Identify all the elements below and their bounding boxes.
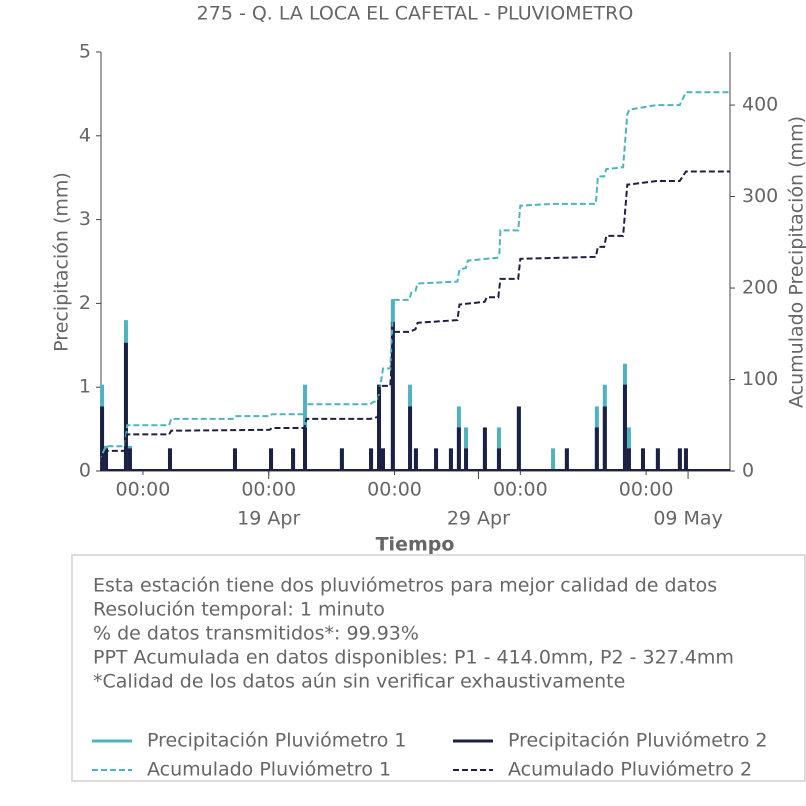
- x-tick-label: 00:00: [367, 479, 422, 501]
- precip-spike: [551, 448, 556, 471]
- y-tick-label: 5: [79, 41, 91, 63]
- cumulative-line: [100, 91, 730, 472]
- x-major-tick-label: 09 May: [653, 508, 723, 530]
- precip-spike: [269, 448, 274, 471]
- note: Resolución temporal: 1 minuto: [93, 599, 385, 621]
- precip-spike: [456, 427, 461, 471]
- legend-label: Acumulado Pluviómetro 2: [508, 759, 752, 781]
- info-box: [71, 554, 806, 782]
- x-tick-label: 00:00: [619, 479, 674, 501]
- y2-tick-label: 100: [742, 368, 778, 390]
- precip-spike: [123, 342, 128, 471]
- precip-spike: [104, 448, 109, 471]
- precip-spike: [448, 448, 453, 471]
- note: *Calidad de los datos aún sin verificar …: [93, 671, 625, 693]
- x-tick-label: 00:00: [241, 479, 296, 501]
- x-tick-label: 00:00: [116, 479, 171, 501]
- chart-title: 275 - Q. LA LOCA EL CAFETAL - PLUVIOMETR…: [197, 3, 634, 25]
- note: Esta estación tiene dos pluviómetros par…: [93, 575, 717, 597]
- legend-label: Precipitación Pluviómetro 1: [147, 730, 407, 752]
- precip-spike: [482, 427, 487, 471]
- y-tick-label: 2: [79, 292, 91, 314]
- precip-spike: [390, 321, 395, 471]
- y-tick-label: 3: [79, 208, 91, 230]
- note: PPT Acumulada en datos disponibles: P1 -…: [93, 647, 734, 669]
- x-tick-label: 00:00: [493, 479, 548, 501]
- precip-spike: [677, 448, 682, 471]
- precip-spike: [640, 448, 645, 471]
- precip-spike: [408, 406, 413, 471]
- precip-spike: [655, 448, 660, 471]
- precip-spike: [127, 448, 132, 471]
- y-tick-label: 0: [79, 460, 91, 482]
- precip-spike: [232, 448, 237, 471]
- y2-axis-label: Acumulado Precipitación (mm): [786, 116, 806, 408]
- precip-spike: [167, 448, 172, 471]
- x-major-tick-label: 19 Apr: [237, 508, 300, 530]
- plot-area: 0 1 2 3 4 5 0 100 200 300 400 00:00 00:00 00:00 00:00 0…: [79, 41, 778, 530]
- precip-spike: [100, 406, 105, 471]
- note: % de datos transmitidos*: 99.93%: [93, 623, 419, 645]
- precip-spike: [564, 448, 569, 471]
- precip-spike: [339, 448, 344, 471]
- precip-spike: [377, 384, 382, 471]
- info: Esta estación tiene dos pluviómetros par…: [92, 575, 768, 781]
- x-major-tick-label: 29 Apr: [447, 508, 510, 530]
- y2-tick-label: 200: [742, 277, 778, 299]
- precip-spike: [464, 448, 469, 471]
- x-axis-label: Tiempo: [376, 534, 455, 556]
- precip-spike: [594, 427, 599, 471]
- y-tick-label: 4: [79, 124, 91, 146]
- precip-spike: [381, 448, 386, 471]
- precip-spike: [496, 448, 501, 471]
- cumulative-line: [100, 170, 730, 472]
- precip-spike: [303, 427, 308, 471]
- y2-tick-label: 0: [742, 460, 754, 482]
- precip-spike: [602, 406, 607, 471]
- precip-spike: [683, 448, 688, 471]
- precip-spike: [434, 448, 439, 471]
- precip-spike: [626, 448, 631, 471]
- precip-spike: [622, 384, 627, 471]
- legend-label: Acumulado Pluviómetro 1: [147, 759, 391, 781]
- precip-spike: [369, 448, 374, 471]
- y2-tick-label: 400: [742, 94, 778, 116]
- precip-spike: [413, 448, 418, 471]
- y2-tick-label: 300: [742, 185, 778, 207]
- precip-spike: [516, 406, 521, 471]
- y-axis-label: Precipitación (mm): [51, 172, 73, 352]
- y-tick-label: 1: [79, 376, 91, 398]
- legend-label: Precipitación Pluviómetro 2: [508, 730, 768, 752]
- precip-spike: [291, 448, 296, 471]
